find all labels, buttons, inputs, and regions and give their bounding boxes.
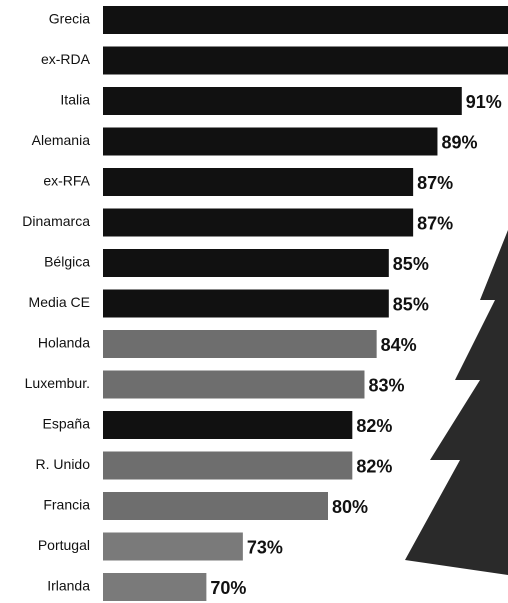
category-label: ex-RDA — [41, 51, 91, 67]
value-label: 80% — [332, 497, 368, 517]
value-label: 84% — [381, 335, 417, 355]
category-label: Portugal — [38, 537, 90, 553]
bar — [103, 330, 377, 358]
category-label: R. Unido — [36, 456, 91, 472]
bar — [103, 249, 389, 277]
value-label: 85% — [393, 254, 429, 274]
bar — [103, 128, 437, 156]
bar — [103, 371, 364, 399]
page: Grecia ex-RDA Italia 91% Alemania 89% ex-RFA 87… — [0, 0, 508, 603]
value-label: 85% — [393, 294, 429, 314]
value-label: 89% — [441, 132, 477, 152]
bar — [103, 87, 462, 115]
value-label: 87% — [417, 173, 453, 193]
bar — [103, 411, 352, 439]
category-label: Italia — [60, 92, 90, 108]
value-label: 87% — [417, 213, 453, 233]
category-label: Media CE — [29, 294, 90, 310]
value-label: 83% — [368, 375, 404, 395]
bar — [103, 533, 243, 561]
bar — [103, 452, 352, 480]
bar — [103, 6, 508, 34]
category-label: Alemania — [32, 132, 91, 148]
bar — [103, 290, 389, 318]
category-label: Dinamarca — [22, 213, 90, 229]
bar — [103, 573, 206, 601]
category-label: Grecia — [49, 11, 90, 27]
bar — [103, 209, 413, 237]
category-label: Luxembur. — [25, 375, 90, 391]
value-label: 73% — [247, 537, 283, 557]
value-label: 91% — [466, 92, 502, 112]
category-label: Holanda — [38, 335, 90, 351]
chart: Grecia ex-RDA Italia 91% Alemania 89% ex-RFA 87… — [0, 0, 508, 603]
category-label: Irlanda — [47, 578, 90, 594]
category-label: ex-RFA — [43, 173, 90, 189]
category-label: Bélgica — [44, 254, 90, 270]
bar — [103, 492, 328, 520]
decoration — [405, 230, 508, 575]
value-label: 82% — [356, 456, 392, 476]
category-label: Francia — [43, 497, 90, 513]
category-label: España — [43, 416, 91, 432]
bar — [103, 47, 508, 75]
value-label: 70% — [210, 578, 246, 598]
bar — [103, 168, 413, 196]
value-label: 82% — [356, 416, 392, 436]
